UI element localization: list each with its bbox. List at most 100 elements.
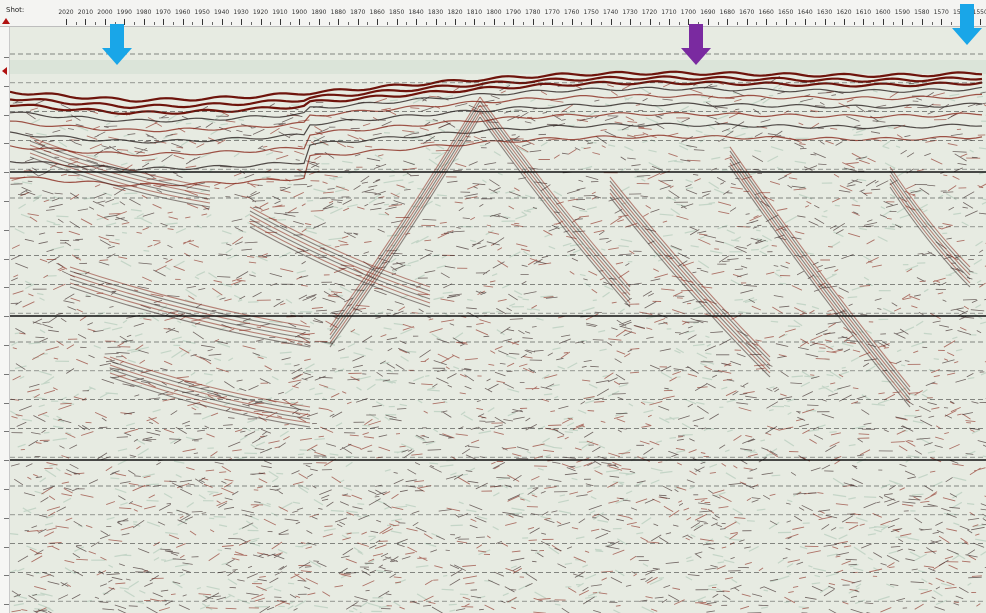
shot-tick (493, 19, 495, 25)
depth-tick (4, 258, 9, 260)
shot-tick (357, 19, 359, 25)
shot-tick (805, 19, 807, 25)
shot-tick (279, 19, 281, 25)
seismic-section[interactable] (10, 27, 986, 613)
shot-tick (104, 19, 106, 25)
shot-tick-minor (231, 22, 233, 25)
shot-tick-label: 1670 (739, 9, 755, 16)
depth-tick (4, 85, 9, 87)
shot-tick-minor (931, 22, 933, 25)
shot-tick (396, 19, 398, 25)
depth-tick (4, 345, 9, 346)
shot-tick-label: 1600 (875, 9, 891, 16)
shot-tick (182, 19, 184, 25)
depth-tick (4, 229, 9, 231)
shot-tick (241, 19, 243, 25)
shot-tick-label: 1630 (816, 9, 833, 16)
shot-tick-label: 1970 (155, 9, 171, 16)
shot-tick-minor (581, 22, 583, 25)
shot-tick-label: 1570 (933, 9, 949, 16)
shot-tick-label: 1830 (427, 9, 444, 16)
shot-tick-minor (523, 22, 525, 25)
shot-tick-minor (892, 22, 894, 25)
shot-tick (921, 19, 923, 25)
shot-tick-minor (756, 22, 758, 25)
depth-tick (4, 604, 9, 606)
shot-tick-minor (600, 22, 602, 25)
shot-tick-minor (289, 22, 291, 25)
marker-arrow-right-icon (952, 4, 982, 45)
shot-tick-label: 1700 (680, 9, 697, 16)
shot-tick (163, 19, 165, 25)
shot-tick-label: 1810 (466, 9, 483, 16)
shot-tick-label: 1680 (719, 9, 735, 16)
shot-tick (766, 19, 768, 25)
shot-tick-minor (950, 22, 952, 25)
depth-tick (4, 517, 9, 519)
shot-tick (863, 19, 865, 25)
shot-tick (552, 19, 554, 25)
depth-tick (4, 373, 9, 375)
depth-tick (4, 489, 9, 490)
depth-gutter (0, 27, 10, 613)
shot-tick (844, 19, 845, 25)
shot-tick-minor (95, 22, 97, 25)
shot-tick-minor (211, 22, 213, 25)
shot-tick-minor (737, 22, 739, 25)
marker-arrow-middle-icon (681, 24, 711, 65)
shot-tick (882, 19, 884, 25)
shot-tick (980, 19, 982, 25)
shot-tick-minor (386, 22, 388, 25)
shot-tick-label: 1910 (272, 9, 288, 16)
shot-tick-minor (912, 22, 914, 25)
shot-tick (221, 19, 223, 25)
depth-tick (4, 460, 9, 462)
shot-tick-minor (853, 22, 855, 25)
left-marker-icon (2, 67, 7, 75)
shot-tick-minor (620, 22, 622, 25)
shot-tick (591, 19, 593, 25)
shot-tick-label: 1960 (175, 9, 191, 16)
shot-tick-label: 2010 (77, 9, 94, 16)
shot-tick-minor (172, 22, 174, 25)
shot-axis-label: Shot: (6, 6, 25, 14)
shot-tick-label: 1900 (291, 9, 308, 16)
shot-tick-label: 1930 (233, 9, 249, 16)
shot-tick (785, 19, 787, 25)
shot-tick (630, 19, 632, 25)
shot-tick (941, 19, 943, 25)
shot-tick-minor (445, 22, 447, 25)
depth-tick (4, 172, 9, 174)
corner-marker-icon (2, 18, 10, 24)
shot-tick (688, 19, 690, 25)
section-background (10, 27, 986, 613)
depth-tick (4, 114, 9, 116)
shot-tick-minor (153, 22, 155, 25)
shot-tick-label: 1980 (136, 9, 152, 16)
shot-tick (824, 19, 826, 25)
shot-tick-label: 1720 (641, 9, 658, 16)
shot-tick-label: 1880 (330, 9, 346, 16)
shot-tick-minor (698, 22, 700, 25)
shot-tick-label: 1780 (525, 9, 541, 16)
shot-tick-minor (464, 22, 466, 25)
seabed-reflectors (10, 70, 983, 187)
shot-tick-label: 1770 (544, 9, 560, 16)
depth-tick (4, 316, 9, 318)
shot-tick-label: 1820 (447, 9, 463, 16)
shot-tick-minor (678, 22, 680, 25)
shot-tick-minor (192, 22, 194, 25)
shot-tick-label: 1790 (505, 9, 521, 16)
shot-tick-label: 1650 (778, 9, 794, 16)
shot-tick-minor (503, 22, 505, 25)
shot-tick-label: 1950 (194, 9, 210, 16)
depth-tick (4, 143, 9, 145)
shot-tick-label: 1620 (836, 9, 852, 16)
shot-tick (610, 19, 612, 25)
shot-tick-minor (348, 22, 350, 25)
shot-tick-label: 2020 (58, 9, 74, 16)
shot-tick (377, 19, 379, 25)
shot-tick-label: 1550 (972, 9, 986, 16)
shot-tick (746, 19, 748, 25)
dipping-events (29, 96, 971, 428)
